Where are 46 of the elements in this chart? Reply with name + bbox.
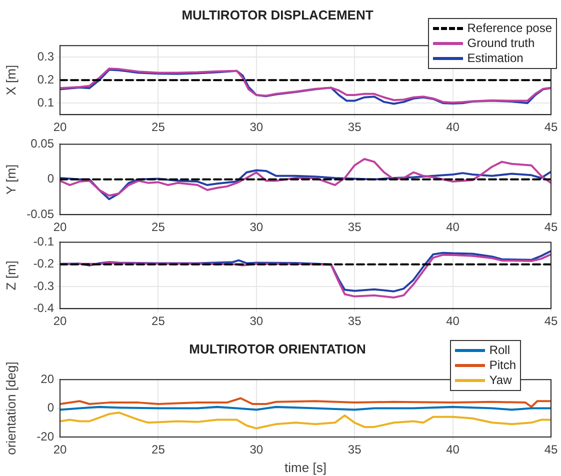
y-axis-title: orientation [deg] [3,362,18,455]
y-axis-title: Z [m] [3,260,18,290]
legend-label: Reference pose [467,21,552,36]
x-tick-label: 40 [446,442,460,457]
y-tick-label: -0.3 [33,278,54,293]
y-tick-label: -0.2 [33,256,54,271]
x-tick-label: 30 [250,314,264,328]
y-axis-title: X [m] [3,64,18,96]
legend-label: Ground truth [467,36,535,51]
y-tick-label: 0 [47,400,54,415]
y-tick-label: -0.1 [33,234,54,249]
legend-label: Estimation [467,51,524,66]
y-tick-label: 0.05 [30,136,54,151]
x-tick-label: 25 [152,314,166,328]
legend-label: Yaw [489,373,512,388]
y-axis-title: Y [m] [3,164,18,194]
y-tick-label: 0.3 [37,49,54,64]
x-tick-label: 25 [152,220,166,234]
x-tick-label: 25 [152,442,166,457]
chart-title: MULTIROTOR DISPLACEMENT [182,7,374,22]
x-tick-label: 30 [250,120,264,134]
y-tick-label: -20 [36,429,54,444]
legend-label: Roll [489,343,510,358]
x-tick-label: 40 [446,120,460,134]
x-tick-label: 45 [544,220,558,234]
x-tick-label: 25 [152,120,166,134]
x-tick-label: 35 [348,314,362,328]
legend-label: Pitch [489,358,516,373]
y-tick-label: 0.1 [37,95,54,110]
x-tick-label: 35 [348,442,362,457]
x-tick-label: 45 [544,314,558,328]
y-tick-label: 20 [40,372,54,386]
x-tick-label: 45 [544,120,558,134]
x-tick-label: 30 [250,442,264,457]
x-tick-label: 40 [446,220,460,234]
y-tick-label: -0.4 [33,300,54,315]
x-tick-label: 40 [446,314,460,328]
y-tick-label: -0.05 [26,206,54,221]
chart-title: MULTIROTOR ORIENTATION [189,341,366,356]
x-tick-label: 35 [348,220,362,234]
y-tick-label: 0 [47,172,54,186]
x-axis-title: time [s] [284,460,326,475]
x-tick-label: 45 [544,442,558,457]
y-tick-label: 0.2 [37,72,54,86]
x-tick-label: 30 [250,220,264,234]
x-tick-label: 35 [348,120,362,134]
